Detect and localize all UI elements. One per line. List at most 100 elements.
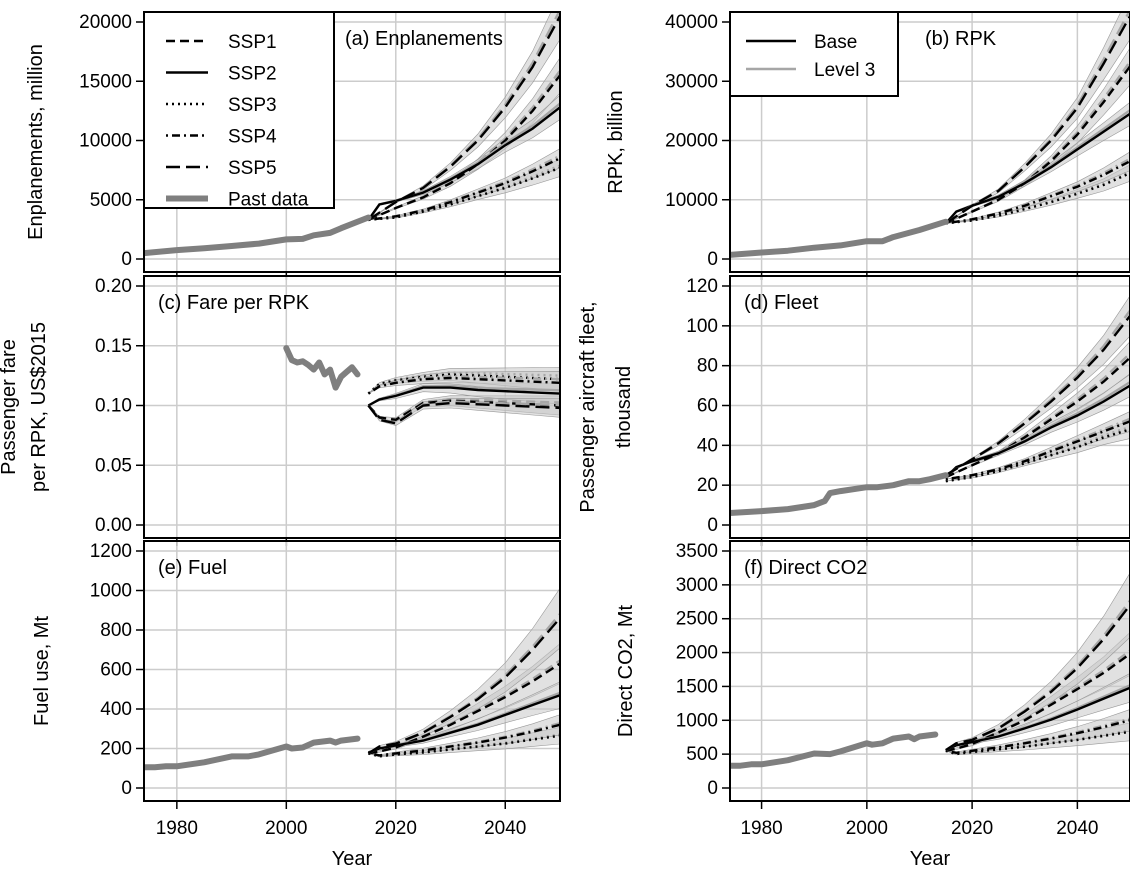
series-ssp4-base (945, 420, 1130, 481)
series-ssp1-base (367, 74, 560, 222)
y-axis-title: RPK, billion (605, 90, 627, 193)
series-ssp2-base (944, 384, 1130, 479)
y-tick-label: 40 (697, 435, 718, 456)
y-axis-title: per RPK, US$2015 (28, 322, 50, 492)
panel-e: 0 200 400 600 800 1000 1200 1980 2000 2020 2040 Yea… (31, 540, 561, 870)
legend-label: SSP3 (228, 95, 277, 116)
series-ssp1-base (368, 662, 560, 755)
series-ssp4-base (945, 719, 1130, 755)
panel-title-d: (d) Fleet (744, 292, 819, 314)
y-tick-label: 0.10 (95, 396, 132, 417)
x-tick-label: 1980 (740, 818, 782, 839)
band-ssp5 (945, 12, 1130, 224)
panel-title-e: (e) Fuel (158, 557, 227, 579)
legend-label: SSP2 (228, 64, 277, 85)
panel-f: 0 500 1000 1500 2000 2500 3000 3500 1980 2000 2020… (615, 540, 1130, 870)
series-ssp2-base (367, 386, 560, 407)
y-tick-label: 200 (100, 739, 132, 760)
series-ssp1-base (367, 399, 560, 422)
legend-label: SSP1 (228, 32, 277, 53)
y-tick-label: 60 (697, 396, 718, 417)
legend-box (143, 11, 335, 209)
series-past-data (283, 345, 361, 391)
y-tick-label: 30000 (665, 71, 718, 92)
y-tick-label: 40000 (665, 12, 718, 33)
y-axis-title: Passenger fare (0, 339, 20, 475)
y-tick-label: 2500 (676, 609, 718, 630)
legend-label: Past data (228, 190, 309, 211)
y-tick-label: 15000 (79, 71, 132, 92)
y-tick-label: 2000 (676, 643, 718, 664)
x-tick-label: 1980 (156, 818, 198, 839)
panel-b: 0 10000 20000 30000 40000 RPK, billion Base Lev… (605, 11, 1130, 280)
series-ssp2-base (945, 686, 1130, 752)
legend-label: SSP5 (228, 158, 277, 179)
y-tick-label: 5000 (90, 190, 132, 211)
x-tick-label: 2020 (375, 818, 417, 839)
plot-frame (143, 275, 561, 539)
panel-d: 0 20 40 60 80 100 120 Passenger aircraft fleet,… (577, 275, 1130, 546)
y-tick-label: 800 (100, 620, 132, 641)
series-past-data (730, 731, 939, 769)
y-tick-label: 80 (697, 356, 718, 377)
y-tick-label: 20000 (665, 131, 718, 152)
series-ssp5-base (945, 315, 1130, 477)
plot-frame (143, 540, 561, 802)
y-tick-label: 0 (707, 249, 718, 270)
legend-label: Level 3 (814, 60, 875, 81)
y-axis-title: Enplanements, million (25, 44, 47, 240)
series-ssp4-base (368, 723, 560, 757)
series-ssp1-base (945, 65, 1130, 225)
series-past-data (144, 214, 372, 257)
series-ssp1-base (945, 356, 1130, 479)
y-tick-label: 0.20 (95, 276, 132, 297)
y-tick-label: 100 (686, 316, 718, 337)
legend-box (729, 11, 899, 97)
plot-frame (729, 540, 1130, 802)
series-past-data (144, 735, 361, 771)
y-tick-label: 10000 (665, 190, 718, 211)
x-tick-label: 2000 (265, 818, 307, 839)
y-tick-label: 1200 (90, 541, 132, 562)
series-ssp3-base (368, 734, 560, 758)
panel-c: 0.00 0.05 0.10 0.15 0.20 Passenger fare per RP… (0, 275, 561, 546)
y-tick-label: 0 (707, 515, 718, 536)
legend-label: Base (814, 32, 857, 53)
series-ssp4-base (368, 157, 560, 222)
x-axis-title: Year (910, 848, 951, 870)
y-axis-title: Passenger aircraft fleet, (577, 301, 599, 512)
plot-frame (729, 275, 1130, 539)
panel-a: 0 5000 10000 15000 20000 Enplanements, millio… (25, 11, 561, 280)
series-ssp5-level3 (945, 12, 1130, 225)
y-tick-label: 1000 (90, 581, 132, 602)
x-tick-label: 2000 (846, 818, 888, 839)
y-tick-label: 20 (697, 475, 718, 496)
y-tick-label: 0.05 (95, 455, 132, 476)
y-tick-label: 120 (686, 276, 718, 297)
y-tick-label: 0 (707, 778, 718, 799)
y-tick-label: 500 (686, 744, 718, 765)
y-tick-label: 10000 (79, 131, 132, 152)
series-ssp5-level3 (367, 12, 560, 221)
band-ssp5 (945, 572, 1130, 751)
x-axis-title: Year (332, 848, 373, 870)
y-tick-label: 1000 (676, 710, 718, 731)
y-tick-label: 0 (121, 249, 132, 270)
y-tick-label: 3500 (676, 541, 718, 562)
legend-label: SSP4 (228, 127, 277, 148)
series-ssp3-base (945, 172, 1130, 225)
y-tick-label: 600 (100, 660, 132, 681)
y-tick-label: 20000 (79, 12, 132, 33)
y-tick-label: 1500 (676, 676, 718, 697)
panel-title-a: (a) Enplanements (345, 28, 503, 50)
band-ssp5 (368, 12, 560, 221)
series-past-data (730, 472, 949, 516)
x-tick-label: 2040 (484, 818, 526, 839)
y-axis-title: Fuel use, Mt (31, 616, 53, 726)
band-ssp2 (945, 374, 1130, 478)
series-ssp4-base (367, 376, 560, 395)
series-ssp5-base (945, 604, 1130, 752)
series-ssp2-base (367, 694, 560, 754)
series-ssp2-base (367, 106, 560, 221)
